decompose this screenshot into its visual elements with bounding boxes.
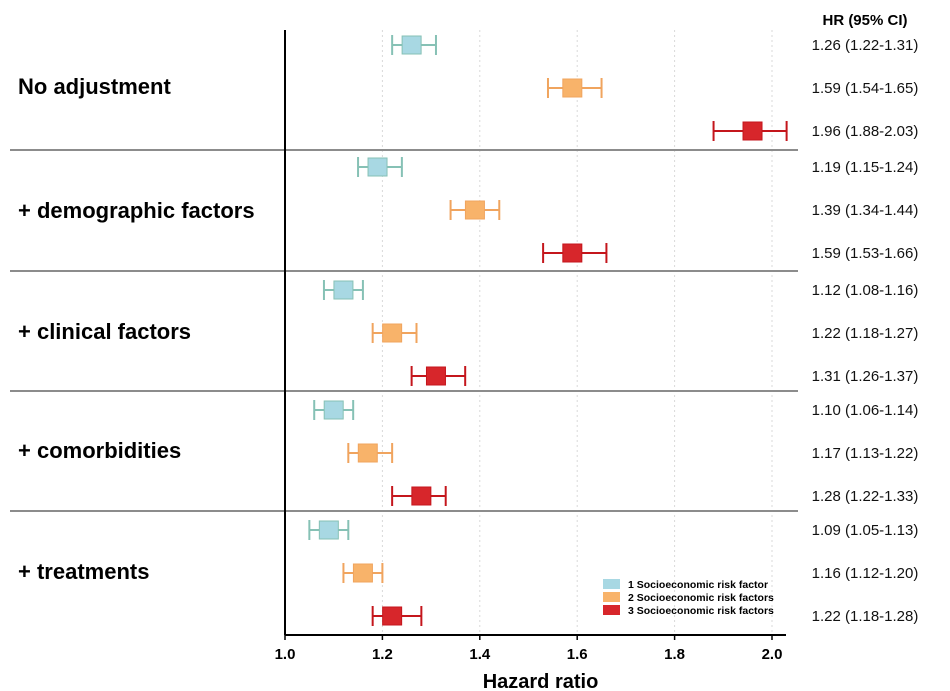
hr-point (357, 443, 378, 463)
hr-point (352, 563, 373, 583)
hr-point (562, 78, 583, 98)
x-tick-label: 1.6 (567, 646, 588, 663)
x-tick-label: 1.0 (275, 646, 296, 663)
hr-value: 1.19 (1.15-1.24) (812, 159, 919, 176)
group-separators (10, 149, 798, 512)
hr-point (382, 323, 403, 343)
x-axis: 1.0 1.2 1.4 1.6 1.8 2.0 Hazard ratio (275, 30, 786, 691)
group-label: No adjustment (18, 74, 171, 99)
hr-point (367, 157, 388, 177)
hr-value: 1.16 (1.12-1.20) (812, 565, 919, 582)
x-tick-label: 1.4 (469, 646, 491, 663)
hr-point (425, 366, 446, 386)
hr-value: 1.39 (1.34-1.44) (812, 202, 919, 219)
hr-point (382, 606, 403, 626)
hr-value: 1.10 (1.06-1.14) (812, 402, 919, 419)
group-labels: No adjustment + demographic factors + clin… (18, 74, 255, 584)
x-tick-label: 1.2 (372, 646, 393, 663)
hr-point (318, 520, 339, 540)
grid-layer (381, 30, 773, 635)
legend-label: 2 Socioeconomic risk factors (628, 592, 774, 604)
hr-value: 1.59 (1.54-1.65) (812, 80, 919, 97)
hr-point (333, 280, 354, 300)
legend-swatch (603, 592, 620, 602)
x-tick-label: 1.8 (664, 646, 685, 663)
data-marks (308, 35, 788, 626)
hr-point (323, 400, 344, 420)
legend-swatch (603, 579, 620, 589)
legend-label: 1 Socioeconomic risk factor (628, 579, 768, 591)
hr-value: 1.22 (1.18-1.27) (812, 325, 919, 342)
x-axis-title: Hazard ratio (483, 671, 599, 691)
hr-point (411, 486, 432, 506)
hr-value: 1.17 (1.13-1.22) (812, 445, 919, 462)
hr-value: 1.28 (1.22-1.33) (812, 488, 919, 505)
hr-value: 1.12 (1.08-1.16) (812, 282, 919, 299)
group-label: + treatments (18, 559, 149, 584)
hr-point (464, 200, 485, 220)
group-label: + demographic factors (18, 198, 255, 223)
hr-value: 1.26 (1.22-1.31) (812, 37, 919, 54)
hr-value: 1.59 (1.53-1.66) (812, 245, 919, 262)
hr-column-header: HR (95% CI) (822, 12, 907, 29)
legend-swatch (603, 605, 620, 615)
hr-point (562, 243, 583, 263)
hr-value: 1.96 (1.88-2.03) (812, 123, 919, 140)
hr-column: HR (95% CI) 1.26 (1.22-1.31) 1.59 (1.54-1… (812, 12, 919, 625)
legend-label: 3 Socioeconomic risk factors (628, 605, 774, 617)
hr-value: 1.09 (1.05-1.13) (812, 522, 919, 539)
group-label: + clinical factors (18, 319, 191, 344)
hr-point (742, 121, 763, 141)
hr-value: 1.22 (1.18-1.28) (812, 608, 919, 625)
x-tick-label: 2.0 (762, 646, 783, 663)
hr-point (401, 35, 422, 55)
group-label: + comorbidities (18, 438, 181, 463)
hr-value: 1.31 (1.26-1.37) (812, 368, 919, 385)
